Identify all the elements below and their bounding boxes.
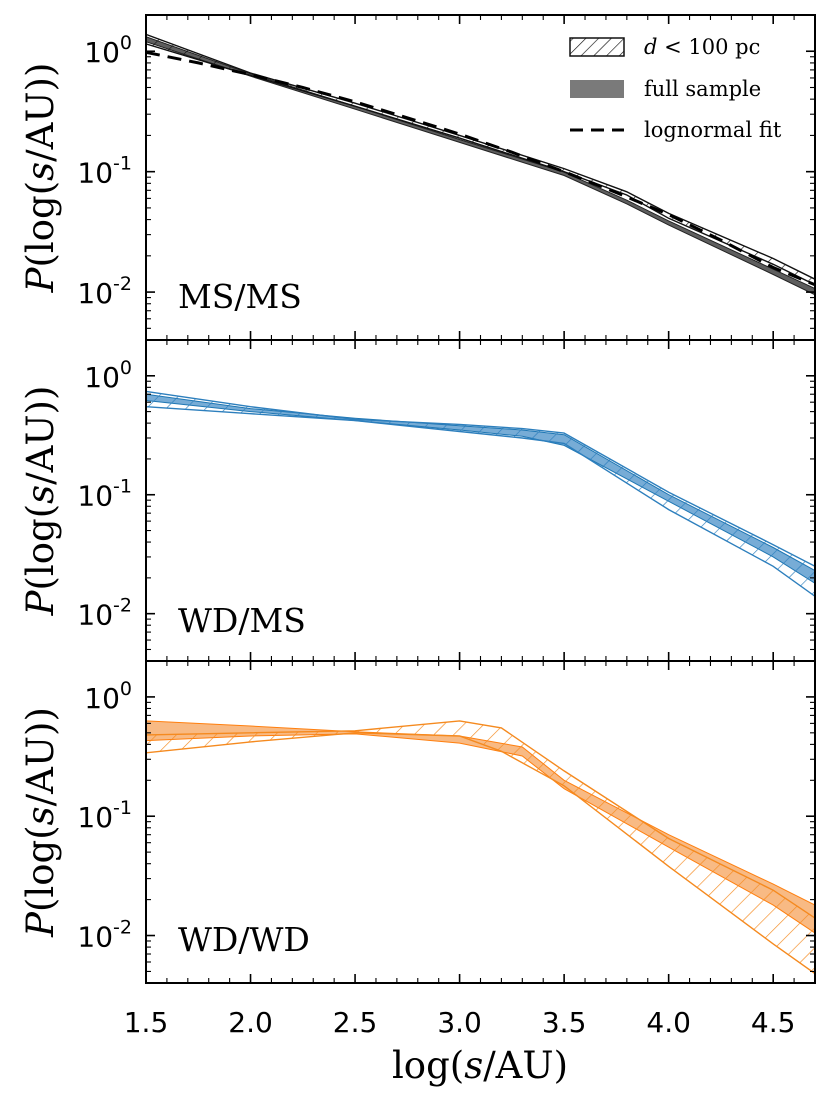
y-tick-label: 10-2 [77,273,132,310]
legend-entry-d100: d < 100 pc [569,35,760,59]
wd-ms-y-axis-label: P(log(s/AU)) [19,386,62,617]
ms-ms-y-axis-label: P(log(s/AU)) [19,63,62,294]
wd-wd-panel-label: WD/WD [178,920,310,959]
x-axis-label: log(s/AU) [392,1044,568,1087]
y-tick-label: 10-2 [77,917,132,954]
panel-ms-ms: 100 10-1 10-2 P(log(s/AU)) MS/MS [19,14,816,341]
ms-ms-panel-label: MS/MS [178,277,302,316]
x-tick-labels: 1.5 2.0 2.5 3.0 3.5 4.0 4.5 [124,1006,796,1039]
wd-wd-d100-hatched-band [146,720,815,975]
x-tick-label: 4.5 [751,1006,796,1039]
svg-text:P(log(s/AU)): P(log(s/AU)) [19,63,62,294]
legend-label-d100: d < 100 pc [644,35,760,59]
y-tick-label: 10-1 [77,153,132,190]
x-tick-label: 2.0 [228,1006,273,1039]
x-tick-label: 3.0 [437,1006,482,1039]
x-tick-label: 4.0 [646,1006,691,1039]
ms-ms-d100-hatched-band [146,33,815,286]
x-tick-label: 1.5 [124,1006,169,1039]
svg-text:log(s/AU): log(s/AU) [392,1044,568,1087]
wd-ms-panel-label: WD/MS [178,601,306,640]
panel-wd-ms: 100 10-1 10-2 P(log(s/AU)) WD/MS [19,339,816,662]
legend-label-full-sample: full sample [644,77,761,101]
y-tick-label: 10-2 [77,595,132,632]
x-tick-label: 2.5 [333,1006,378,1039]
svg-text:P(log(s/AU)): P(log(s/AU)) [19,386,62,617]
y-tick-label: 100 [84,357,132,394]
y-tick-label: 100 [84,32,132,69]
x-tick-label: 3.5 [542,1006,587,1039]
wd-ms-d100-hatched-band [146,390,815,598]
svg-text:P(log(s/AU)): P(log(s/AU)) [19,707,62,938]
wd-wd-y-axis-label: P(log(s/AU)) [19,707,62,938]
legend: d < 100 pc full sample lognormal fit [569,35,782,142]
legend-fill-swatch [570,80,624,98]
panel-wd-wd: 100 10-1 10-2 P(log(s/AU)) WD/WD [19,660,816,984]
y-tick-label: 10-1 [77,476,132,513]
wd-wd-plot-frame [145,660,816,984]
y-tick-label: 10-1 [77,797,132,834]
legend-entry-full-sample: full sample [570,77,761,101]
legend-hatch-swatch [569,37,625,57]
legend-label-lognormal-fit: lognormal fit [644,118,782,142]
y-tick-label: 100 [84,678,132,715]
wd-ms-full-sample-band [146,393,815,584]
legend-entry-lognormal-fit: lognormal fit [570,118,782,142]
ms-ms-lognormal-fit-line [146,50,815,287]
ms-ms-full-sample-band [146,36,815,296]
